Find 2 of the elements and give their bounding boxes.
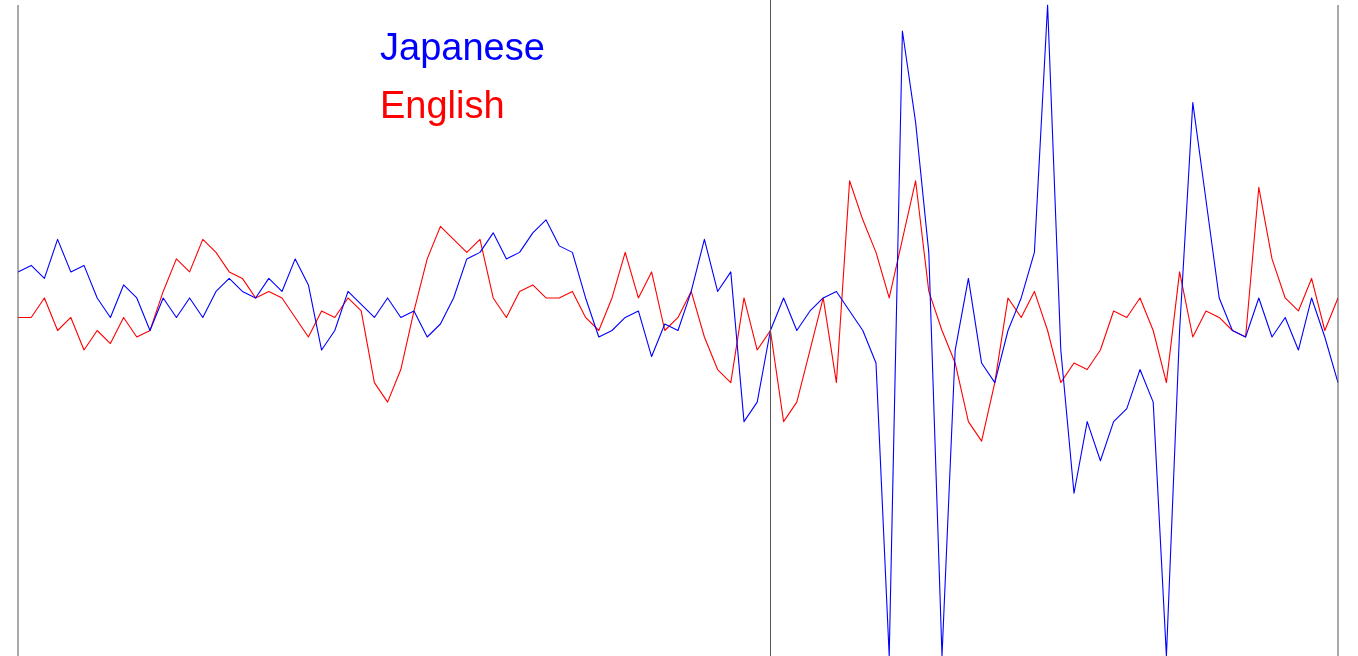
text: Japanese [380, 25, 545, 70]
text: English [380, 83, 506, 128]
